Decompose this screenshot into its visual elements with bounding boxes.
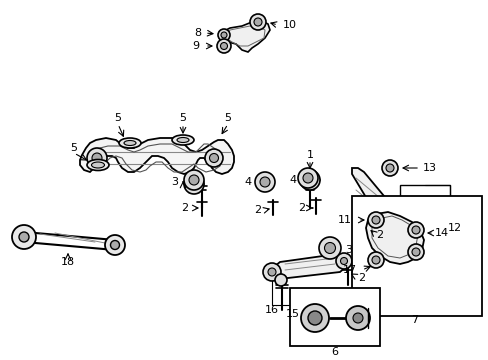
Bar [351, 196, 481, 316]
Circle shape [371, 216, 379, 224]
Circle shape [324, 243, 335, 253]
Circle shape [303, 173, 312, 183]
Circle shape [220, 42, 227, 49]
Circle shape [254, 172, 274, 192]
Ellipse shape [177, 138, 189, 143]
Circle shape [305, 175, 314, 185]
Text: 2: 2 [358, 273, 365, 283]
Text: 2: 2 [376, 230, 383, 240]
Circle shape [249, 14, 265, 30]
Circle shape [260, 177, 269, 187]
Circle shape [385, 164, 393, 172]
Circle shape [92, 153, 102, 163]
Circle shape [352, 313, 362, 323]
Text: 4: 4 [244, 177, 251, 187]
Circle shape [209, 153, 218, 162]
Text: 4: 4 [289, 175, 296, 185]
Text: 3: 3 [171, 177, 178, 187]
Circle shape [307, 311, 321, 325]
Circle shape [263, 263, 281, 281]
Text: 16: 16 [264, 305, 279, 315]
Text: 7: 7 [410, 315, 418, 325]
Text: 2: 2 [254, 205, 261, 215]
Circle shape [253, 18, 262, 26]
Circle shape [381, 160, 397, 176]
Circle shape [407, 222, 423, 238]
Circle shape [411, 226, 419, 234]
Text: 5: 5 [224, 113, 231, 123]
Circle shape [221, 32, 226, 38]
Bar [399, 185, 449, 275]
Circle shape [183, 174, 203, 194]
Polygon shape [299, 171, 319, 189]
Polygon shape [183, 175, 203, 193]
Circle shape [340, 257, 347, 265]
Circle shape [110, 240, 119, 249]
Circle shape [183, 170, 203, 190]
Text: 1: 1 [306, 150, 313, 160]
Circle shape [189, 175, 199, 185]
Text: 9: 9 [192, 41, 199, 51]
Circle shape [189, 179, 199, 189]
Text: 2: 2 [181, 203, 188, 213]
Ellipse shape [87, 159, 109, 171]
Circle shape [371, 256, 379, 264]
Circle shape [12, 225, 36, 249]
Ellipse shape [119, 138, 141, 148]
Text: 3: 3 [345, 245, 352, 255]
Bar [289, 288, 379, 346]
Text: 8: 8 [194, 28, 201, 38]
Text: 11: 11 [337, 215, 351, 225]
Circle shape [87, 148, 107, 168]
Circle shape [411, 248, 419, 256]
Text: 13: 13 [422, 163, 436, 173]
Circle shape [318, 237, 340, 259]
Polygon shape [220, 20, 269, 52]
Circle shape [105, 235, 125, 255]
Circle shape [299, 170, 319, 190]
Circle shape [217, 39, 230, 53]
Circle shape [218, 29, 229, 41]
Ellipse shape [91, 162, 104, 168]
Ellipse shape [172, 135, 194, 145]
Circle shape [407, 244, 423, 260]
Circle shape [367, 212, 383, 228]
Text: 12: 12 [447, 223, 461, 233]
Text: 5: 5 [179, 113, 186, 123]
Circle shape [19, 232, 29, 242]
Circle shape [267, 268, 275, 276]
Polygon shape [80, 138, 234, 174]
Polygon shape [269, 255, 347, 278]
Text: 17: 17 [342, 265, 356, 275]
Text: 5: 5 [70, 143, 77, 153]
Circle shape [346, 306, 369, 330]
Circle shape [274, 274, 286, 286]
Circle shape [297, 168, 317, 188]
Text: 6: 6 [331, 347, 338, 357]
Polygon shape [365, 212, 423, 264]
Text: 15: 15 [285, 309, 299, 319]
Circle shape [301, 304, 328, 332]
Polygon shape [351, 168, 395, 230]
Ellipse shape [124, 140, 136, 145]
Text: 10: 10 [283, 20, 296, 30]
Text: 5: 5 [114, 113, 121, 123]
Circle shape [335, 253, 351, 269]
Text: 2: 2 [298, 203, 305, 213]
Text: 18: 18 [61, 257, 75, 267]
Circle shape [204, 149, 223, 167]
Circle shape [367, 252, 383, 268]
Text: 14: 14 [434, 228, 448, 238]
